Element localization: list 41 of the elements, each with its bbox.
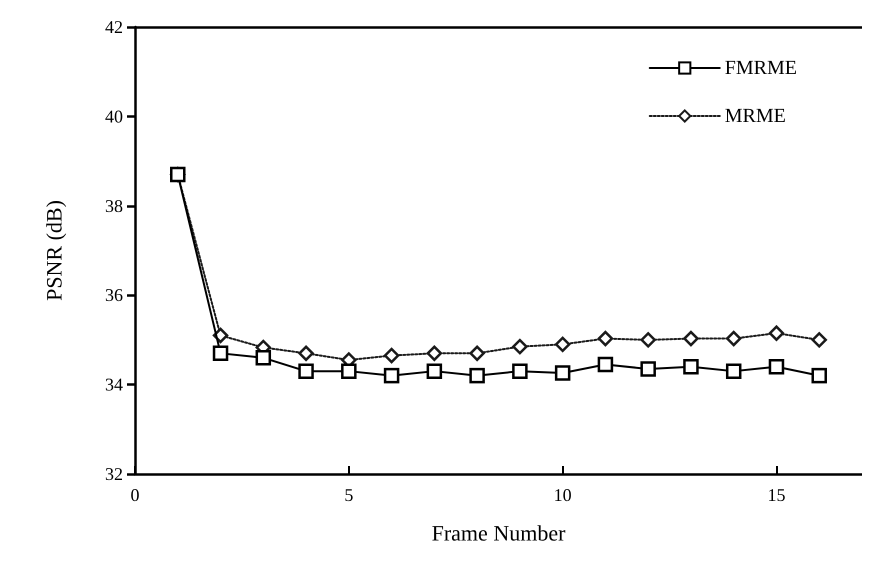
point	[726, 330, 742, 346]
point	[598, 356, 614, 372]
point	[384, 368, 400, 384]
point	[469, 346, 485, 362]
point	[768, 358, 784, 374]
point	[469, 368, 485, 384]
x-tick-label: 15	[767, 485, 786, 505]
point	[683, 330, 699, 346]
y-tick-label: 36	[105, 285, 123, 306]
point	[554, 336, 570, 352]
point	[298, 346, 314, 362]
point	[768, 325, 784, 341]
point	[811, 368, 827, 384]
x-axis-title: Frame Number	[432, 520, 566, 546]
x-tick-label: 0	[130, 485, 140, 505]
y-tick-label: 32	[105, 464, 123, 484]
point	[640, 332, 656, 348]
x-tick-label: 5	[344, 485, 354, 505]
y-tick-label: 38	[105, 196, 123, 216]
point	[256, 350, 272, 366]
point	[811, 332, 827, 348]
point	[512, 338, 528, 354]
point	[298, 363, 314, 379]
point	[384, 348, 400, 364]
y-tick-label: 34	[105, 374, 123, 395]
point	[426, 363, 442, 379]
y-tick-label: 42	[105, 17, 123, 37]
point	[512, 363, 528, 379]
point	[683, 358, 699, 374]
y-tick-label: 40	[105, 106, 123, 126]
legend-label: FMRME	[724, 57, 798, 79]
legend-label: MRME	[724, 105, 786, 127]
point	[598, 330, 614, 346]
y-axis-title: PSNR (dB)	[42, 200, 66, 301]
point	[554, 365, 570, 381]
point	[726, 363, 742, 379]
x-tick-label: 10	[554, 485, 572, 505]
point	[640, 361, 656, 377]
point	[426, 346, 442, 362]
point	[341, 363, 357, 379]
point	[212, 346, 228, 362]
